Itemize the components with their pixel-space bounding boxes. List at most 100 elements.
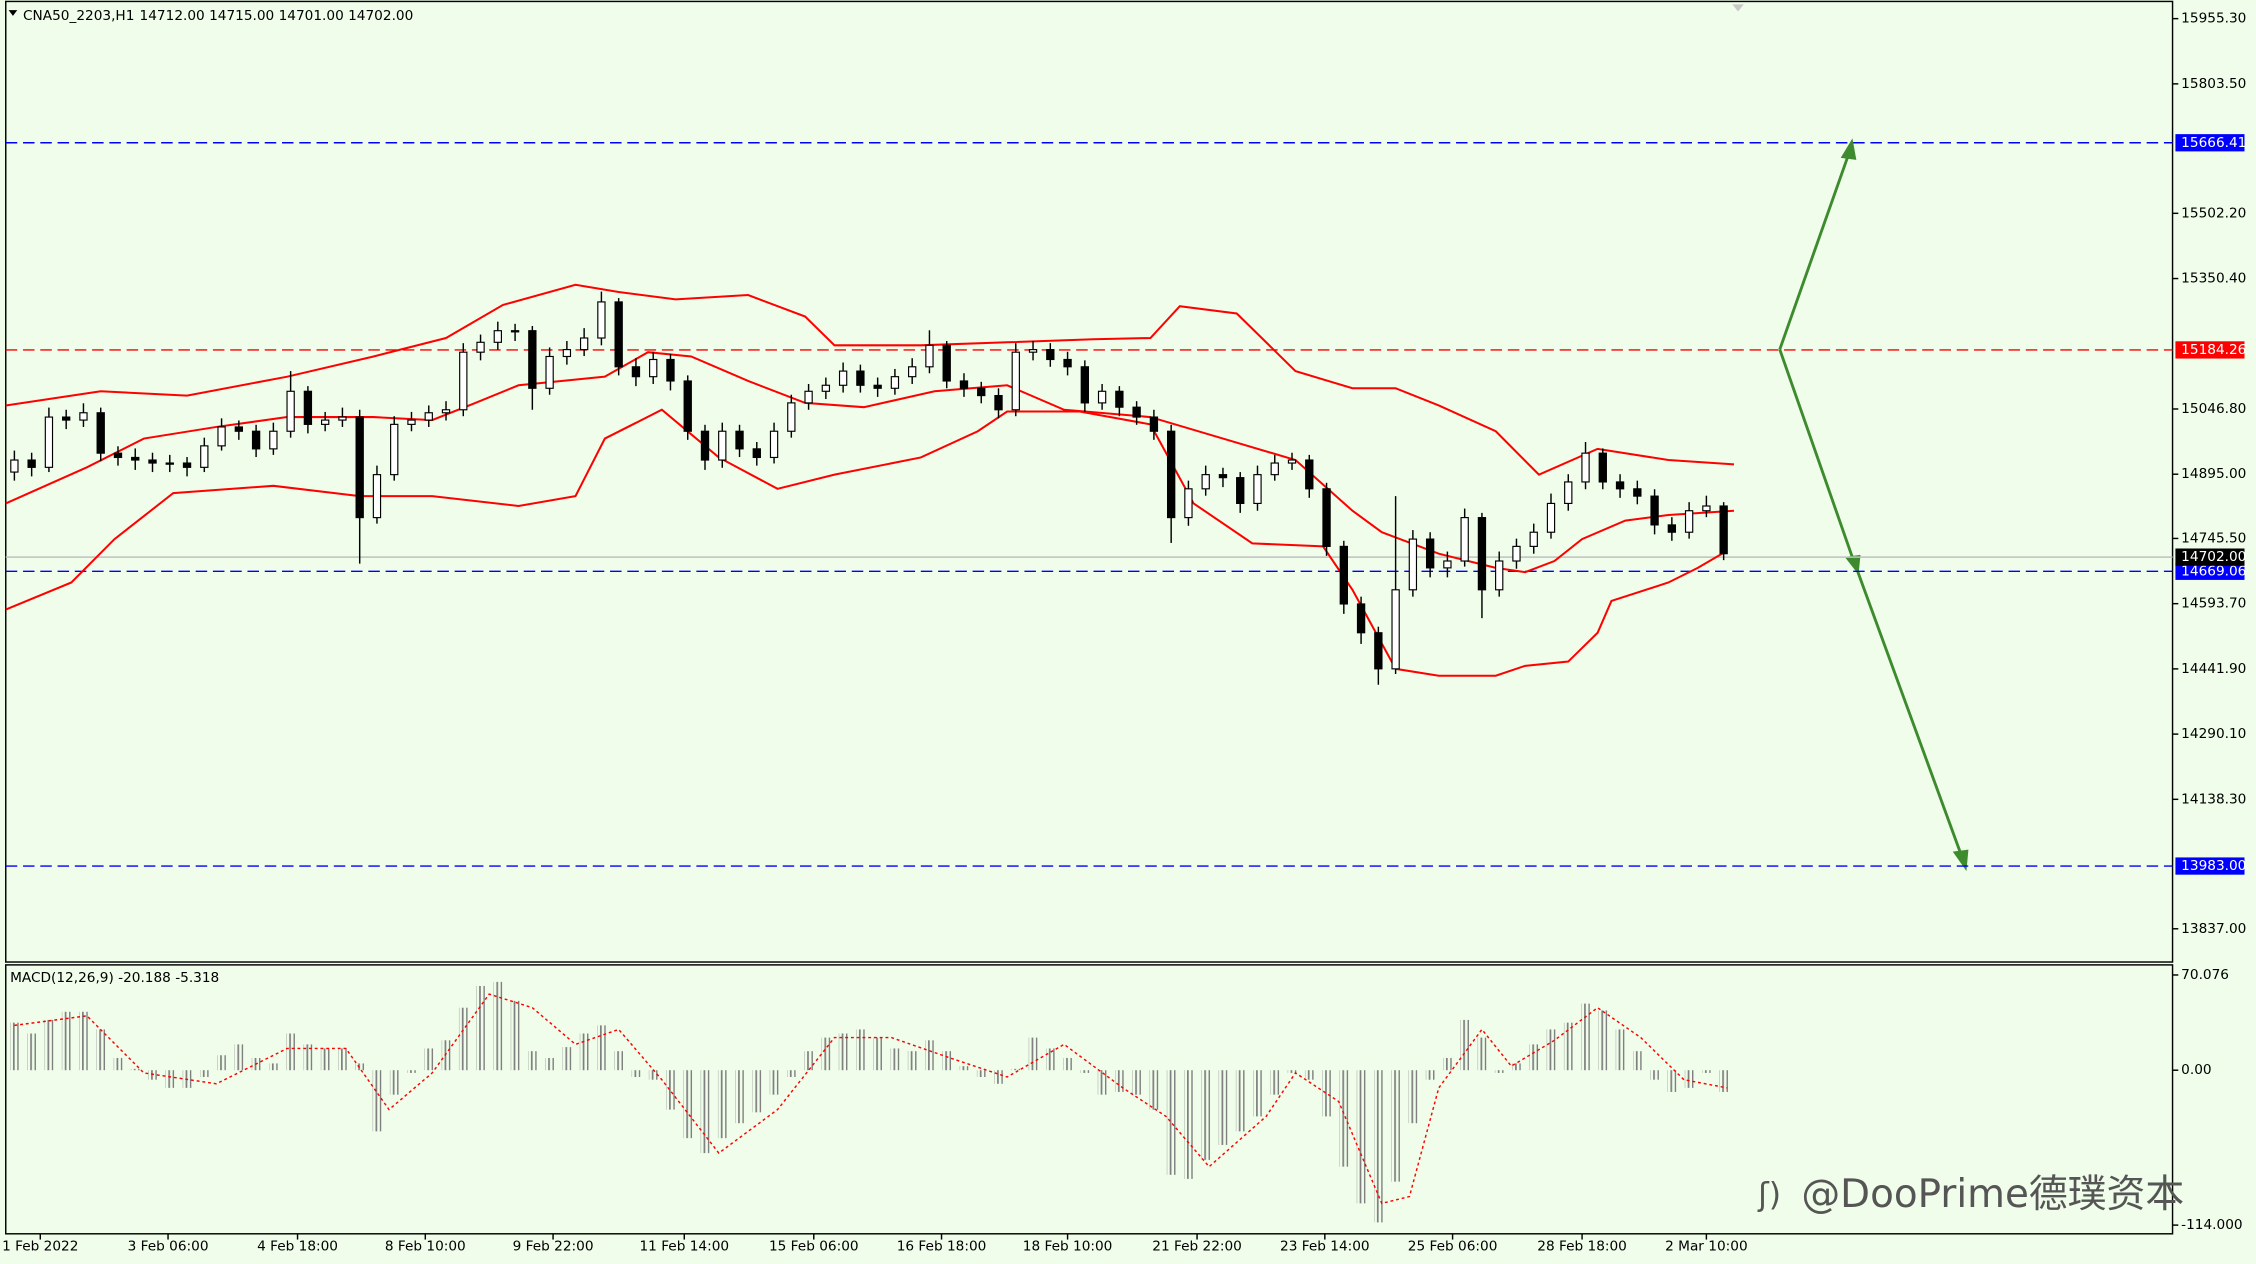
candle-body	[1322, 488, 1331, 547]
macd-bar	[1563, 1022, 1573, 1071]
macd-bar	[1425, 1070, 1435, 1080]
x-tick-label: 15 Feb 06:00	[769, 1239, 859, 1255]
macd-bar	[666, 1070, 675, 1110]
macd-bar	[441, 1040, 451, 1071]
candle-body	[942, 344, 951, 382]
candle-body	[545, 355, 554, 389]
macd-bar	[424, 1048, 434, 1071]
candle-body	[614, 301, 623, 368]
candle-body	[1011, 351, 1020, 411]
x-tick-label: 23 Feb 14:00	[1280, 1239, 1370, 1255]
macd-bar	[27, 1033, 36, 1071]
macd-bar	[976, 1070, 986, 1077]
candle-body	[597, 301, 606, 339]
macd-bar	[303, 1044, 313, 1071]
y-tick-label: 14593.70	[2181, 596, 2246, 612]
candle-body	[407, 419, 416, 425]
macd-bar	[631, 1070, 641, 1077]
macd-bar	[1615, 1029, 1625, 1071]
macd-bar	[907, 1051, 917, 1071]
candle-body	[1719, 505, 1728, 555]
macd-bar	[10, 1022, 19, 1071]
candle-body	[1201, 474, 1210, 490]
candle-body	[1028, 349, 1038, 353]
candle-body	[1512, 545, 1521, 562]
candle-body	[718, 430, 727, 461]
y-tick-label: 14895.00	[2181, 466, 2246, 482]
candle-body	[182, 462, 192, 468]
candle-body	[269, 430, 278, 450]
level-label-box	[2175, 562, 2245, 580]
forecast-arrows	[1778, 138, 1969, 872]
macd-bar	[234, 1044, 244, 1071]
candle-body	[338, 416, 347, 421]
candle-body	[251, 430, 261, 450]
macd-bar	[130, 1068, 140, 1071]
candle-body	[234, 426, 244, 432]
candle-body	[1115, 390, 1124, 408]
macd-bar	[890, 1048, 900, 1071]
main-frame	[5, 0, 2174, 963]
macd-bar	[44, 1019, 54, 1071]
macd-bar	[1322, 1070, 1331, 1117]
macd-bar	[597, 1025, 606, 1071]
bollinger-band	[5, 351, 1735, 574]
candle-body	[769, 430, 779, 459]
candle-body	[493, 330, 502, 343]
macd-bar	[545, 1057, 554, 1071]
candle-body	[1615, 481, 1625, 490]
candle-body	[10, 459, 19, 473]
candle-body	[441, 409, 451, 414]
arrowhead	[1952, 849, 1969, 872]
macd-bar	[994, 1070, 1003, 1084]
macd-bar	[165, 1070, 175, 1088]
level-label: 13983.00	[2181, 858, 2246, 874]
macd-bar	[1581, 1003, 1590, 1071]
macd-bar	[96, 1029, 106, 1071]
level-label-box	[2175, 341, 2245, 359]
candle-body	[200, 445, 209, 468]
menu-triangle[interactable]	[8, 10, 18, 16]
shift-marker	[1732, 4, 1744, 12]
level-label-box	[2175, 857, 2245, 875]
candle-body	[286, 390, 295, 432]
macd-bar	[1719, 1070, 1728, 1092]
quote: 14712.00 14715.00 14701.00 14702.00	[140, 8, 414, 24]
candle-body	[1305, 459, 1314, 490]
symbol: CNA50_2203,H1	[23, 8, 134, 24]
candle-body	[459, 351, 468, 411]
candle-body	[562, 349, 572, 358]
candle-body	[1667, 524, 1677, 533]
macd-bar	[1374, 1070, 1383, 1223]
macd-bar	[217, 1055, 226, 1071]
candle-body	[1477, 517, 1487, 591]
x-tick-label: 8 Feb 10:00	[385, 1239, 466, 1255]
candle-body	[320, 419, 330, 425]
candle-body	[1546, 502, 1556, 533]
candle-body	[1633, 488, 1642, 497]
x-tick-label: 2 Mar 10:00	[1665, 1239, 1748, 1255]
x-tick-label: 25 Feb 06:00	[1408, 1239, 1498, 1255]
y-tick-label: 15955.30	[2181, 11, 2246, 27]
candle-body	[1236, 477, 1245, 505]
macd-bar	[476, 985, 485, 1071]
macd-bar	[1650, 1070, 1659, 1080]
macd-bar	[458, 1007, 468, 1071]
candle-body	[1650, 495, 1659, 526]
candle-body	[1564, 481, 1573, 505]
macd-bar	[1391, 1070, 1400, 1182]
macd-bar	[873, 1037, 882, 1071]
candle-body	[510, 330, 520, 333]
macd-bar	[1166, 1070, 1176, 1175]
watermark: @DooPrime德璞资本	[1801, 1172, 2184, 1217]
x-tick-label: 21 Feb 22:00	[1152, 1239, 1242, 1255]
macd-bar	[1218, 1070, 1228, 1145]
candle-body	[890, 376, 900, 389]
bollinger-band	[5, 283, 1735, 476]
level-label: 14669.06	[2181, 563, 2246, 579]
y-tick-label: 15046.80	[2181, 401, 2246, 417]
y-tick-label: 14745.50	[2181, 530, 2246, 546]
candle-body	[1063, 358, 1072, 368]
macd-bar	[1339, 1070, 1349, 1167]
